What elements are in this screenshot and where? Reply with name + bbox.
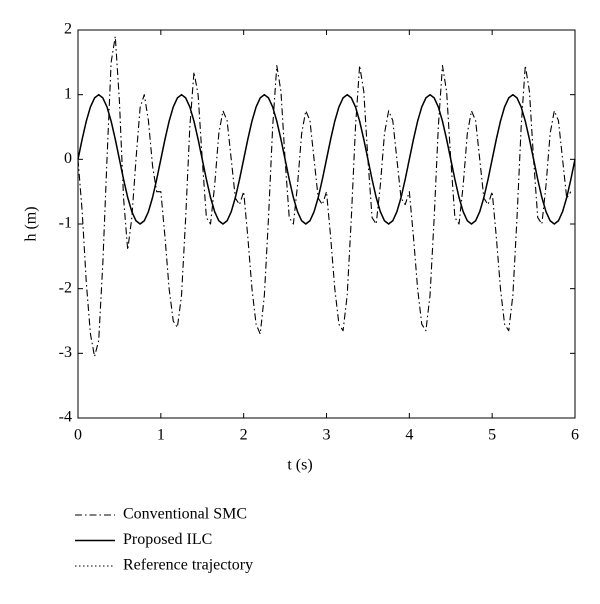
plot-frame bbox=[77, 29, 576, 419]
y-tick-label: -4 bbox=[59, 409, 72, 426]
x-tick-label: 6 bbox=[571, 427, 579, 444]
legend-label: Conventional SMC bbox=[123, 506, 247, 523]
legend-label: Reference trajectory bbox=[123, 557, 253, 574]
y-tick-label: 2 bbox=[64, 21, 72, 38]
x-tick-label: 0 bbox=[74, 427, 82, 444]
x-axis-label: t (s) bbox=[287, 457, 312, 474]
legend-label: Proposed ILC bbox=[123, 531, 212, 548]
y-tick-label: -3 bbox=[59, 344, 72, 361]
series-line bbox=[77, 94, 576, 225]
y-tick-label: -2 bbox=[59, 279, 72, 296]
y-tick-label: 0 bbox=[64, 150, 72, 167]
x-tick-label: 5 bbox=[488, 427, 496, 444]
x-tick-label: 1 bbox=[157, 427, 165, 444]
y-axis-label: h (m) bbox=[23, 206, 40, 241]
x-tick-label: 3 bbox=[323, 427, 331, 444]
x-tick-label: 2 bbox=[240, 427, 248, 444]
series-line bbox=[77, 35, 572, 358]
x-tick-label: 4 bbox=[405, 427, 413, 444]
y-tick-label: -1 bbox=[59, 215, 72, 232]
y-tick-label: 1 bbox=[64, 85, 72, 102]
